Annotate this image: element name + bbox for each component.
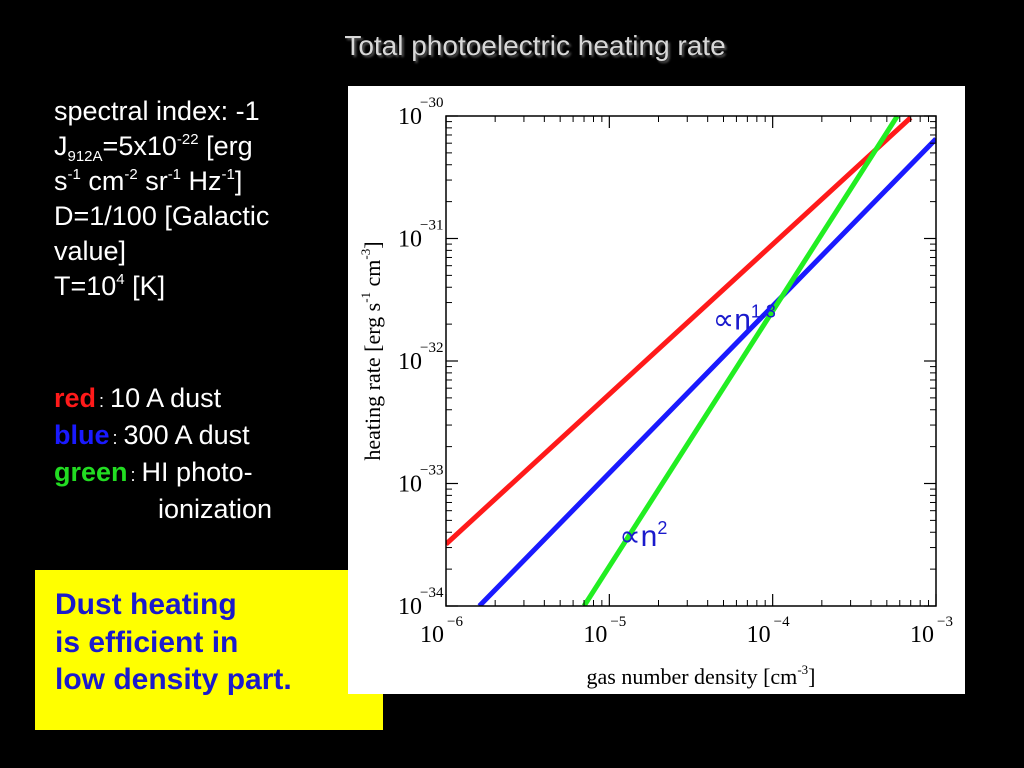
legend-desc-blue: 300 A dust: [123, 420, 250, 450]
series-line-0: [446, 116, 913, 546]
legend: red:10 A dust blue:300 A dust green: HI p…: [54, 380, 344, 528]
legend-key-red: red: [54, 383, 97, 413]
y-tick-label: 10: [398, 349, 422, 375]
legend-item-blue: blue:300 A dust: [54, 420, 250, 450]
plot-frame: [445, 115, 937, 607]
y-axis-label: heating rate [erg s-1 cm-3]: [358, 241, 385, 460]
x-axis-label: gas number density [cm-3]: [587, 662, 816, 689]
y-tick-label: 10: [398, 104, 422, 130]
x-tick-label: 10: [583, 622, 607, 648]
x-tick-exponent: −5: [610, 614, 626, 630]
legend-item-red: red:10 A dust: [54, 383, 222, 413]
legend-item-green: green: HI photo-: [54, 457, 253, 487]
y-tick-label: 10: [398, 227, 422, 253]
y-tick-exponent: −31: [420, 218, 443, 234]
x-tick-exponent: −6: [447, 614, 463, 630]
y-tick-label: 10: [398, 594, 422, 620]
x-tick-exponent: −3: [937, 614, 953, 630]
slope-annotation-1: ∝n2: [619, 518, 667, 553]
x-tick-exponent: −4: [774, 614, 790, 630]
callout-line-1: Dust heating: [55, 588, 237, 621]
dust-ratio-line-cont: value]: [54, 236, 127, 267]
slope-annotation-0: ∝n1.3: [713, 302, 776, 337]
legend-desc-green-cont: ionization: [158, 494, 273, 524]
slide-title: Total photoelectric heating rate: [344, 30, 726, 61]
conclusion-callout: Dust heating is efficient in low density…: [35, 570, 383, 730]
x-tick-label: 10: [747, 622, 771, 648]
series-line-2: [581, 116, 900, 606]
parameters-text: spectral index: -1 J912A=5x10-22 [erg s-…: [54, 94, 344, 305]
legend-desc-green: HI photo-: [141, 457, 253, 487]
y-tick-exponent: −34: [420, 585, 444, 601]
y-tick-label: 10: [398, 472, 422, 498]
temperature-line: T=104 [K]: [54, 271, 166, 302]
intensity-line: J912A=5x10-22 [erg: [54, 131, 253, 166]
x-tick-label: 10: [910, 622, 934, 648]
legend-key-green: green: [54, 457, 128, 487]
intensity-unit-line: s-1 cm-2 sr-1 Hz-1]: [54, 166, 243, 197]
y-tick-exponent: −32: [420, 340, 443, 356]
series-line-1: [477, 137, 936, 606]
callout-line-3: low density part.: [55, 663, 292, 696]
dust-ratio-line: D=1/100 [Galactic: [54, 201, 270, 232]
y-tick-exponent: −33: [420, 463, 443, 479]
x-tick-label: 10: [420, 622, 444, 648]
chart-canvas: 10 −6 10 −5 10 −4 10 −310−3010−3110−3210−3310−3…: [358, 95, 953, 689]
callout-line-2: is efficient in: [55, 625, 239, 659]
legend-key-blue: blue: [54, 420, 110, 450]
y-tick-exponent: −30: [420, 95, 443, 111]
spectral-index-line: spectral index: -1: [54, 96, 260, 126]
legend-desc-red: 10 A dust: [110, 383, 222, 413]
heating-rate-chart: 10 −6 10 −5 10 −4 10 −3 10 −30 10 −31 10 −32 10 −33 10 −3…: [348, 86, 965, 694]
